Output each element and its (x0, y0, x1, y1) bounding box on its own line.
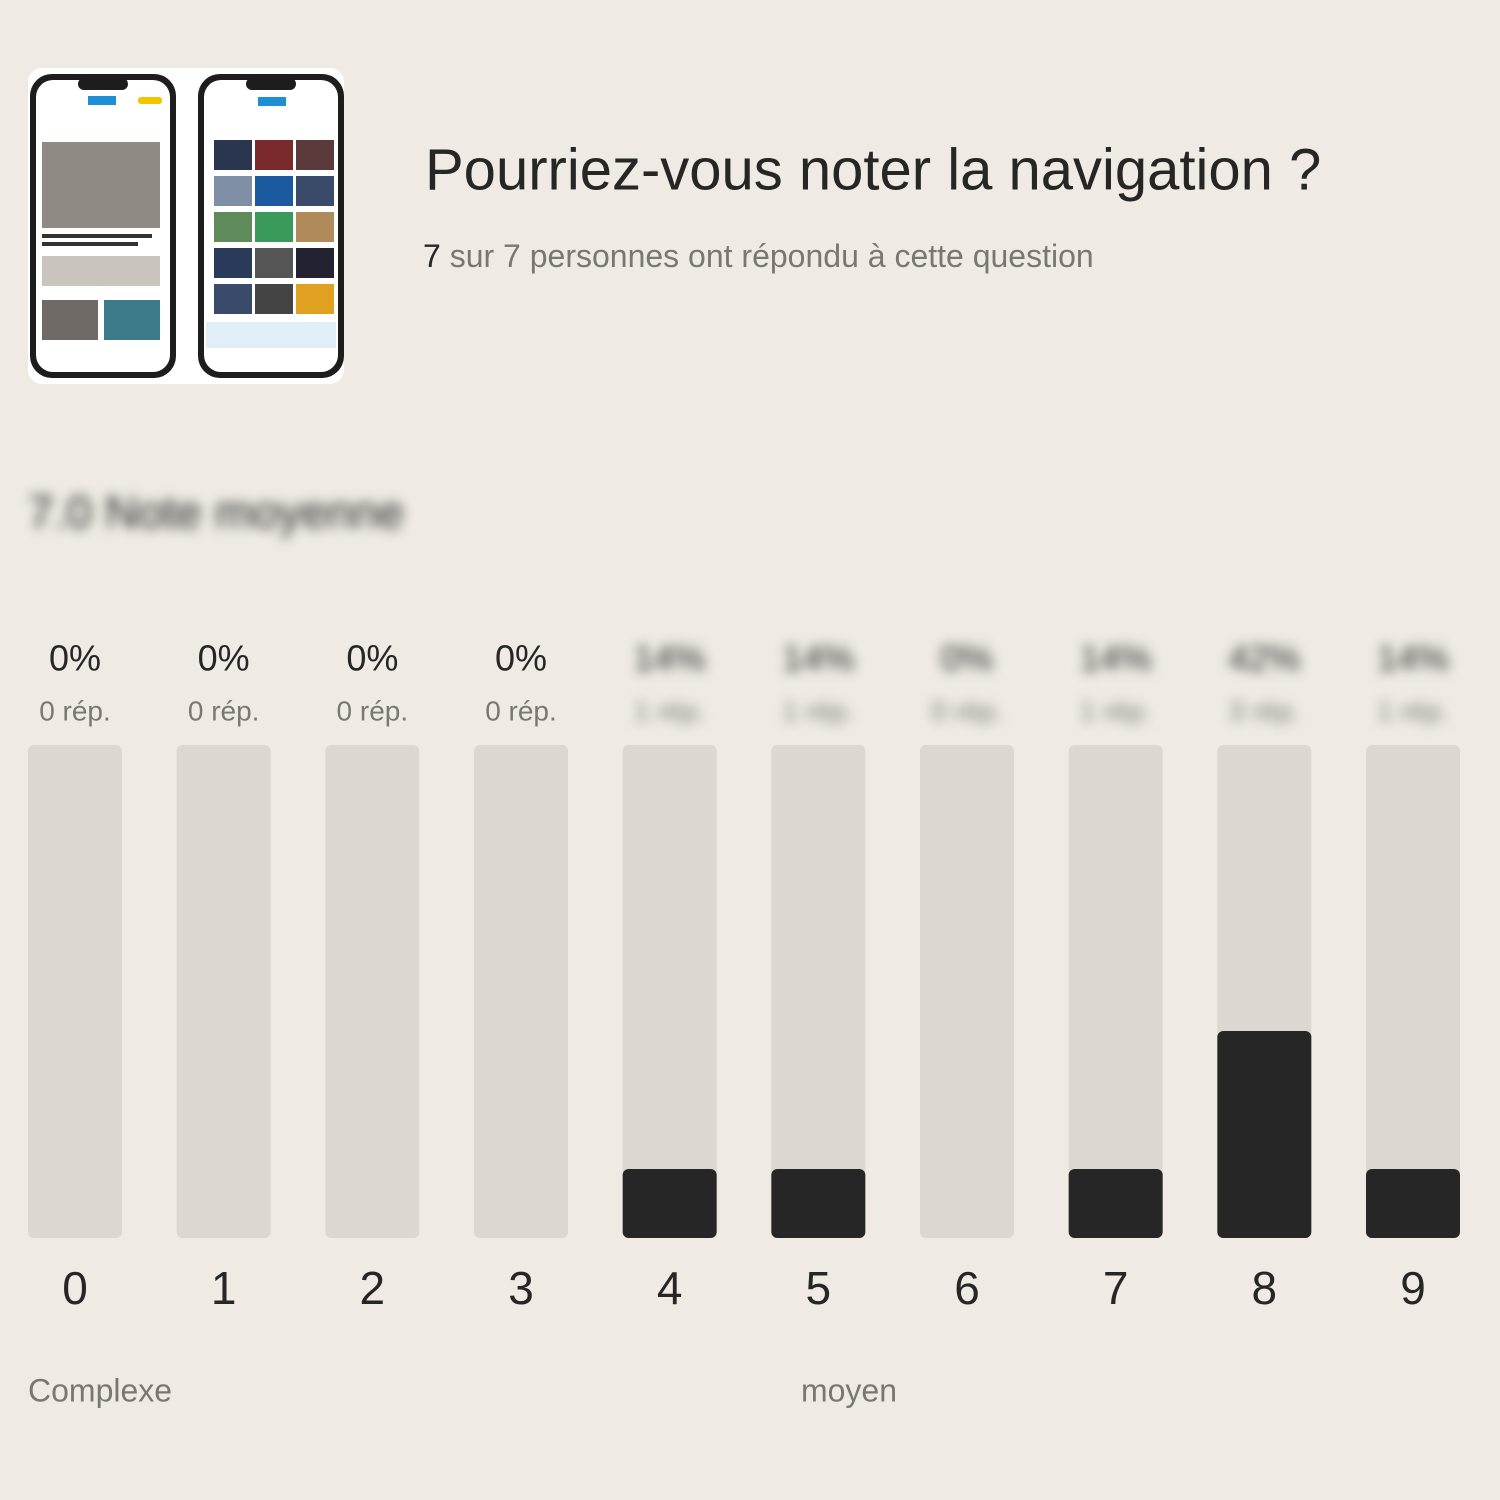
x-tick-label: 8 (1252, 1262, 1278, 1314)
x-tick-label: 3 (508, 1262, 534, 1314)
response-count: 7 sur 7 personnes ont répondu à cette qu… (423, 238, 1094, 274)
response-label: 1 rép. (783, 695, 855, 726)
x-tick-label: 0 (62, 1262, 88, 1314)
respondent-number: 7 (423, 238, 441, 274)
response-label: 0 rép. (931, 695, 1003, 726)
bar-track (771, 745, 866, 1238)
percent-label: 14% (1080, 638, 1152, 679)
response-label: 0 rép. (188, 695, 260, 726)
response-label: 0 rép. (39, 695, 111, 726)
percent-label: 0% (941, 638, 993, 679)
percent-label: 14% (782, 638, 854, 679)
response-label: 3 rép. (1229, 695, 1301, 726)
percent-label: 14% (1377, 638, 1449, 679)
scale-mid-label: moyen (801, 1372, 897, 1408)
bar-track (920, 745, 1014, 1238)
bar-track (28, 745, 122, 1238)
bar-track (325, 745, 420, 1238)
x-tick-label: 7 (1103, 1262, 1129, 1314)
x-tick-label: 6 (954, 1262, 980, 1314)
bar (1366, 1168, 1460, 1238)
question-title: Pourriez-vous noter la navigation ? (425, 137, 1321, 202)
percent-label: 14% (634, 638, 706, 679)
bar-track (176, 745, 271, 1238)
app-screenshots (28, 68, 344, 384)
bar (1217, 1030, 1312, 1238)
bar (622, 1168, 717, 1238)
response-label: 1 rép. (634, 695, 706, 726)
response-label: 1 rép. (1080, 695, 1152, 726)
subtitle: sur 7 personnes ont répondu à cette ques… (450, 238, 1094, 274)
x-tick-label: 9 (1400, 1262, 1426, 1314)
percent-label: 0% (49, 638, 101, 679)
x-tick-label: 5 (806, 1262, 832, 1314)
x-tick-label: 2 (360, 1262, 386, 1314)
percent-label: 0% (495, 638, 547, 679)
bar-track (1068, 745, 1163, 1238)
bar-track (1366, 745, 1460, 1238)
bar (771, 1168, 866, 1238)
percent-label: 42% (1228, 638, 1300, 679)
x-tick-label: 4 (657, 1262, 683, 1314)
response-label: 0 rép. (485, 695, 557, 726)
scale-low-label: Complexe (28, 1372, 172, 1408)
percent-label: 0% (198, 638, 250, 679)
bar-track (622, 745, 717, 1238)
average-score: 7.0 Note moyenne (28, 486, 404, 538)
x-tick-label: 1 (211, 1262, 237, 1314)
response-label: 0 rép. (337, 695, 409, 726)
percent-label: 0% (346, 638, 398, 679)
response-label: 1 rép. (1377, 695, 1449, 726)
bar (1068, 1168, 1163, 1238)
bar-track (474, 745, 568, 1238)
